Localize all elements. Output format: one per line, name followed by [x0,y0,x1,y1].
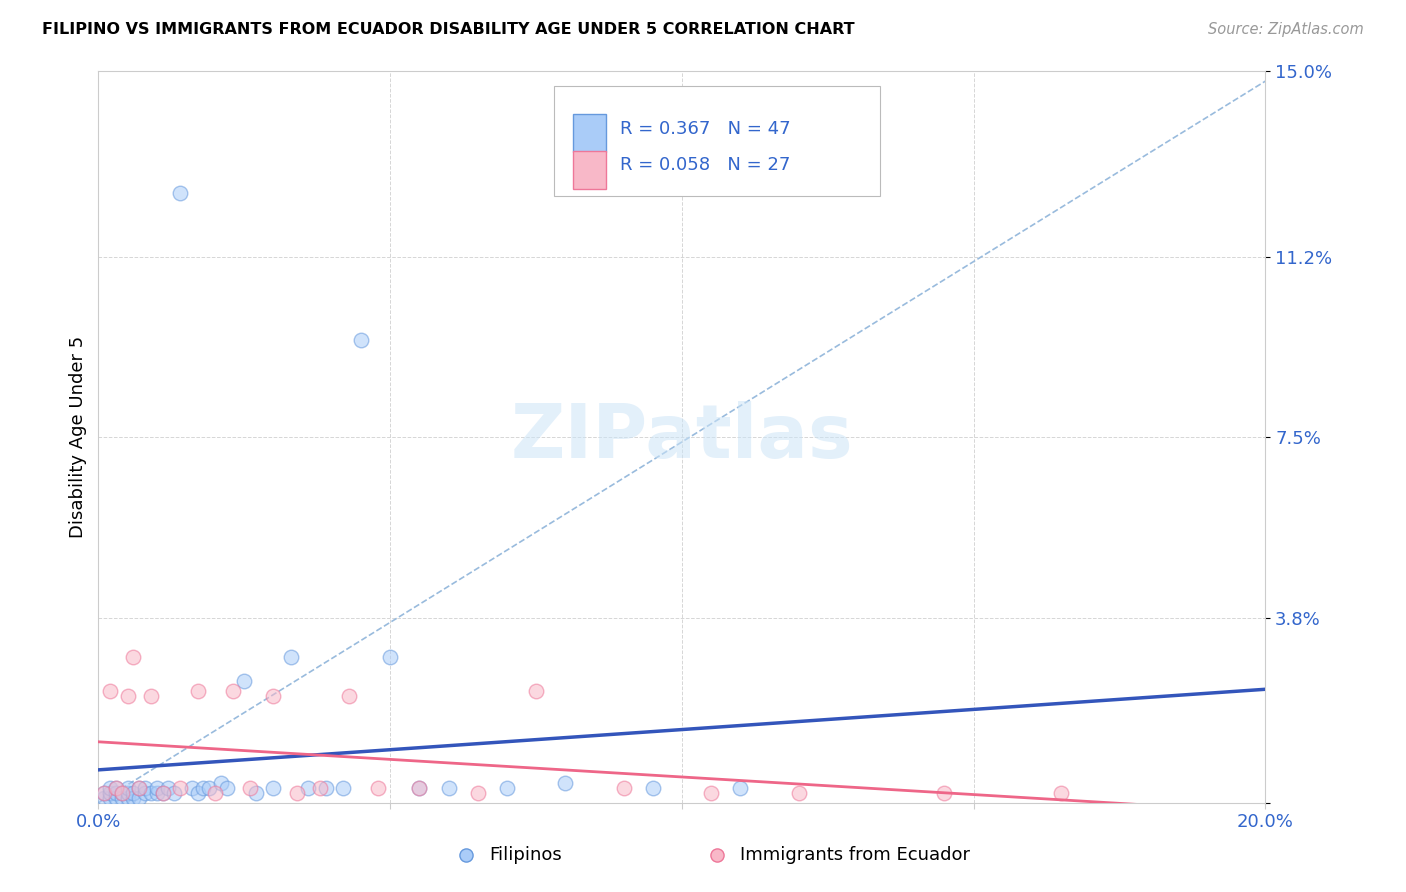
Point [98,781,121,796]
Point [117,689,139,703]
Point [524,683,547,698]
Point [93,791,115,805]
Point [408,781,430,796]
Point [221,683,243,698]
FancyBboxPatch shape [574,113,606,152]
Point [98,683,121,698]
Text: ZIPatlas: ZIPatlas [510,401,853,474]
Point [496,781,519,796]
Point [104,786,127,800]
Point [233,673,256,688]
Point [157,781,180,796]
Point [467,786,489,800]
Point [285,786,308,800]
Point [163,786,186,800]
Point [245,786,267,800]
Point [146,786,169,800]
Point [787,786,810,800]
Text: Filipinos: Filipinos [489,847,562,864]
Point [280,649,302,664]
Point [111,791,134,805]
Point [134,781,156,796]
Point [180,781,202,796]
Point [93,786,115,800]
Point [117,786,139,800]
Point [122,649,145,664]
Point [152,786,174,800]
Point [408,781,430,796]
Point [128,791,150,805]
Point [332,781,354,796]
Point [104,781,127,796]
Point [350,333,373,347]
FancyBboxPatch shape [574,151,606,188]
Point [98,786,121,800]
Point [730,781,752,796]
Point [169,781,191,796]
Point [122,791,145,805]
Point [128,781,150,796]
Point [128,781,150,796]
Point [198,781,221,796]
FancyBboxPatch shape [554,86,880,195]
Point [117,791,139,805]
Point [239,781,262,796]
Point [934,786,956,800]
Point [700,786,723,800]
Point [380,649,402,664]
Point [146,781,169,796]
Point [169,186,191,201]
Point [152,786,174,800]
Point [337,689,360,703]
Text: R = 0.367   N = 47: R = 0.367 N = 47 [620,120,790,137]
Point [554,776,576,790]
Point [139,689,162,703]
Point [612,781,634,796]
Point [134,786,156,800]
Y-axis label: Disability Age Under 5: Disability Age Under 5 [69,336,87,538]
Point [315,781,337,796]
Point [111,786,134,800]
Point [98,791,121,805]
Point [111,786,134,800]
Text: Source: ZipAtlas.com: Source: ZipAtlas.com [1208,22,1364,37]
Point [262,689,284,703]
Point [297,781,319,796]
Point [215,781,238,796]
Point [93,786,115,800]
Point [187,786,209,800]
Point [187,683,209,698]
Point [309,781,332,796]
Text: FILIPINO VS IMMIGRANTS FROM ECUADOR DISABILITY AGE UNDER 5 CORRELATION CHART: FILIPINO VS IMMIGRANTS FROM ECUADOR DISA… [42,22,855,37]
Point [367,781,389,796]
Point [641,781,664,796]
Point [1050,786,1073,800]
Point [193,781,215,796]
Point [209,776,232,790]
Point [122,786,145,800]
Point [117,781,139,796]
Point [104,791,127,805]
Point [204,786,226,800]
Point [437,781,460,796]
Point [139,786,162,800]
Point [262,781,284,796]
Point [104,781,127,796]
Text: Immigrants from Ecuador: Immigrants from Ecuador [741,847,970,864]
Text: R = 0.058   N = 27: R = 0.058 N = 27 [620,156,790,175]
